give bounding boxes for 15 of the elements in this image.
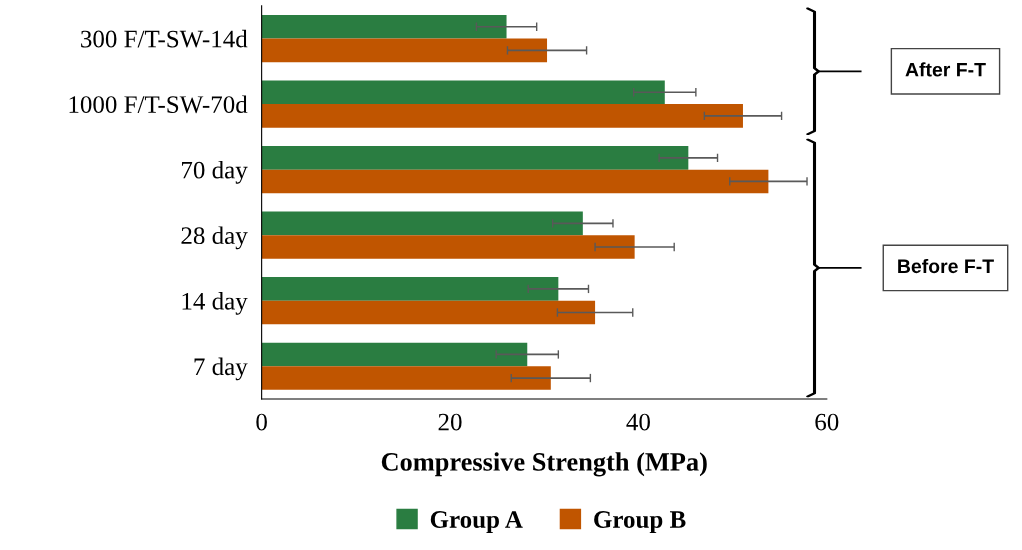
y-tick-label: 1000 F/T-SW-70d: [69, 95, 248, 114]
y-tick-label: 70 day: [182, 160, 248, 184]
y-tick-label: 14 day: [182, 292, 248, 315]
y-tick-label: 28 day: [181, 226, 248, 250]
x-tick-label: 0: [256, 413, 267, 431]
legend-label: Group B: [594, 511, 686, 533]
text: After F-T: [905, 62, 986, 77]
y-tick-label: 7 day: [194, 357, 248, 381]
x-tick-label: 20: [438, 413, 462, 431]
y-tick-label: 300 F/T-SW-14d: [81, 29, 248, 48]
x-axis-title: Compressive Strength (MPa): [381, 452, 707, 477]
x-tick-label: 40: [626, 413, 650, 431]
x-tick-label: 60: [815, 413, 839, 431]
text: Before F-T: [898, 258, 994, 274]
legend-label: Group A: [430, 511, 523, 533]
